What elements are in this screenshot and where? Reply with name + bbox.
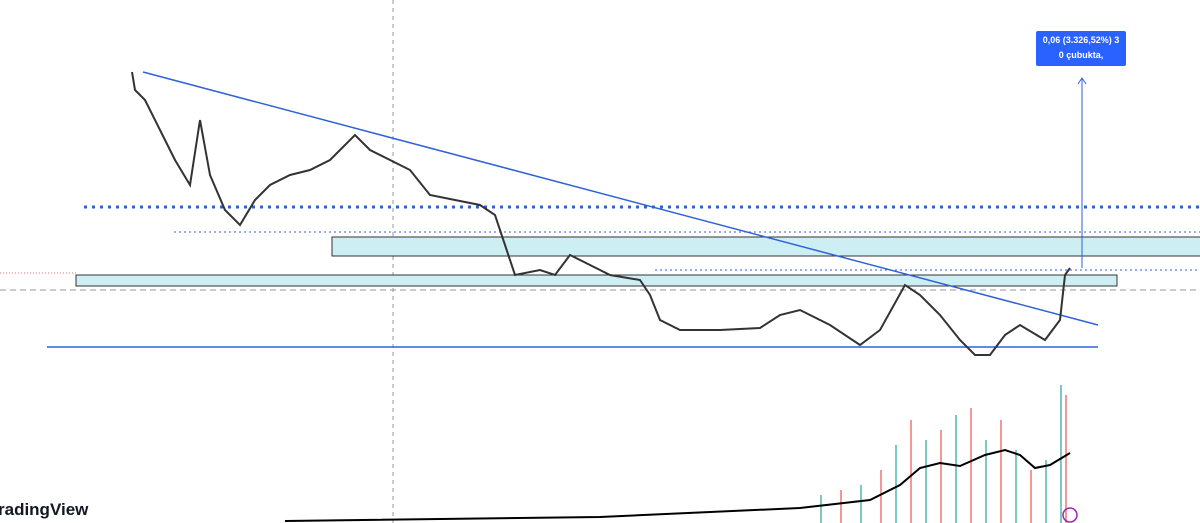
volume (820, 385, 1067, 523)
alert-icon[interactable] (1062, 507, 1078, 523)
measure-text: 0 çubukta, (1059, 50, 1104, 60)
measure-text: 0,06 (3.326,52%) 3 (1043, 35, 1120, 45)
arrow-head (1077, 77, 1087, 85)
zone (331, 236, 1200, 257)
watermark: radingView (0, 500, 89, 519)
zone (75, 274, 1118, 287)
price (131, 71, 1071, 356)
trend-line (142, 71, 1099, 326)
volume-ma (284, 448, 1071, 522)
measure-label (1036, 31, 1126, 66)
